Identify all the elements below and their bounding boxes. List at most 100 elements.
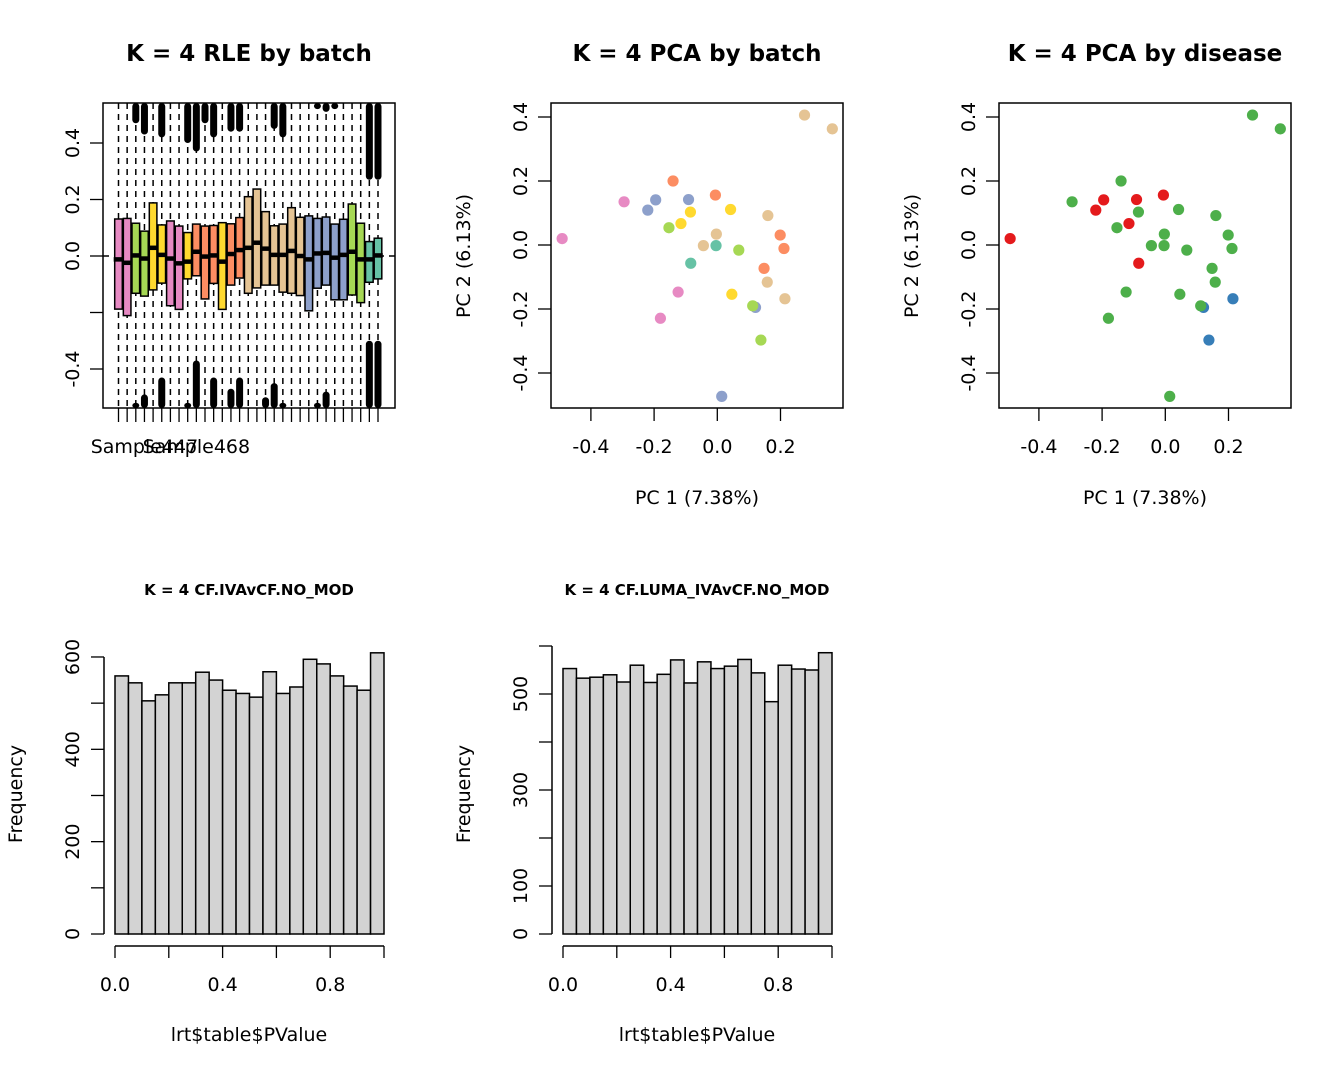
pca-disease-point: [1102, 312, 1115, 324]
pca-batch-point: [761, 276, 773, 288]
pca-batch-point: [654, 312, 667, 324]
pca-disease-point: [1206, 262, 1218, 274]
hist-iva-bar: [154, 694, 170, 935]
pca-batch-point: [747, 300, 759, 312]
hist-luma-y-tick-label: 500: [510, 676, 532, 712]
pca-batch-point: [684, 206, 697, 218]
rle-lower-outliers: [158, 377, 166, 408]
rle-upper-outliers: [210, 103, 218, 138]
pca-disease-point: [1145, 240, 1157, 252]
pca-batch-point: [642, 204, 654, 216]
hist-iva-ylabel: Frequency: [5, 745, 27, 843]
pca-batch-point: [778, 242, 790, 255]
pca-disease-point: [1120, 286, 1132, 298]
rle-x-tick-label: Sample447: [91, 436, 199, 458]
hist-luma-x-tick-label: 0.4: [655, 974, 685, 996]
pca-batch-x-tick-label: -0.2: [636, 436, 673, 458]
hist-iva-bar: [342, 685, 358, 935]
rle-box: [243, 195, 253, 295]
hist-luma-bar: [804, 669, 820, 935]
pca-batch-ylabel: PC 2 (6.13%): [453, 194, 475, 318]
pca-disease-point: [1164, 390, 1176, 402]
pca-disease-point: [1246, 109, 1259, 121]
hist-iva-bar: [275, 692, 291, 935]
hist-iva-bar: [369, 652, 385, 935]
rle-upper-outliers: [313, 103, 321, 110]
pca-disease-point: [1132, 206, 1145, 218]
pca-batch-point: [667, 175, 679, 187]
hist-luma-bar: [737, 658, 753, 935]
pca-batch-x-tick-label: 0.2: [765, 436, 795, 458]
rle-lower-outliers: [270, 383, 278, 408]
rle-box: [373, 237, 383, 280]
rle-upper-outliers: [132, 103, 140, 124]
pca-disease-frame: [998, 102, 1292, 409]
hist-iva-bar: [262, 671, 278, 935]
rle-lower-outliers: [210, 377, 218, 408]
hist-iva-xlabel: lrt$table$PValue: [171, 1024, 327, 1046]
pca-batch-point: [618, 196, 630, 208]
pca-batch-point: [755, 334, 767, 346]
hist-luma-bar: [562, 667, 578, 935]
hist-iva-bar: [289, 686, 305, 935]
pca-batch-y-tick-label: 0.0: [510, 230, 532, 260]
hist-luma-bar: [669, 659, 685, 935]
rle-box: [330, 223, 340, 301]
hist-luma-bar: [589, 676, 605, 935]
rle-lower-outliers: [365, 340, 373, 408]
pca-disease-point: [1222, 229, 1234, 241]
hist-luma-bar: [790, 668, 806, 935]
rle-upper-outliers: [270, 103, 278, 129]
pca-disease-point: [1066, 196, 1078, 208]
pca-batch-point: [697, 240, 709, 252]
hist-luma-title: K = 4 CF.LUMA_IVAvCF.NO_MOD: [565, 581, 830, 599]
rle-upper-outliers: [184, 103, 192, 143]
rle-lower-outliers: [322, 391, 330, 408]
rle-box: [113, 218, 124, 310]
pca-batch-point: [774, 229, 786, 241]
pca-disease-point: [1274, 123, 1286, 135]
hist-luma-bar: [656, 673, 672, 935]
rle-lower-outliers: [279, 402, 287, 408]
pca-batch-point: [709, 189, 722, 201]
pca-batch-point: [716, 390, 728, 402]
pca-disease-point: [1133, 257, 1145, 269]
hist-iva-bar: [194, 671, 210, 935]
rle-box: [278, 223, 288, 293]
rle-lower-outliers: [140, 394, 148, 408]
rle-lower-outliers: [374, 340, 382, 408]
pca-batch-point: [726, 288, 738, 300]
rle-lower-outliers: [262, 397, 270, 408]
pca-disease-x-tick-label: -0.4: [1020, 436, 1057, 458]
hist-iva-bar: [329, 675, 345, 935]
rle-y-tick-label: 0.0: [62, 241, 84, 271]
pca-batch-y-tick-label: 0.4: [510, 102, 532, 132]
rle-upper-outliers: [374, 103, 382, 180]
pca-batch-point: [672, 286, 684, 298]
pca-disease-y-tick-label: 0.2: [958, 166, 980, 196]
pca-batch-y-tick-label: 0.2: [510, 166, 532, 196]
hist-luma-bar: [723, 665, 739, 935]
rle-upper-outliers: [158, 103, 166, 138]
rle-x-tick-label: Sample468: [143, 436, 251, 458]
rle-box: [356, 222, 366, 304]
hist-luma-y-tick-label: 100: [510, 868, 532, 904]
pca-disease-point: [1172, 203, 1185, 216]
pca-batch-point: [762, 209, 774, 222]
rle-lower-outliers: [132, 402, 140, 408]
rle-box: [200, 225, 210, 300]
hist-iva-bar: [168, 682, 184, 935]
rle-lower-outliers: [227, 388, 235, 408]
rle-box: [304, 215, 314, 312]
rle-box: [165, 220, 175, 307]
pca-disease-point: [1210, 209, 1222, 222]
hist-iva-bar: [114, 675, 130, 935]
pca-batch-point: [650, 194, 662, 206]
rle-upper-outliers: [322, 103, 330, 112]
rle-upper-outliers: [279, 103, 287, 138]
hist-iva-bar: [141, 700, 157, 935]
hist-iva-title: K = 4 CF.IVAvCF.NO_MOD: [144, 581, 354, 599]
hist-iva-bar: [181, 682, 197, 935]
rle-upper-outliers: [201, 103, 209, 124]
hist-luma-bar: [764, 700, 779, 935]
